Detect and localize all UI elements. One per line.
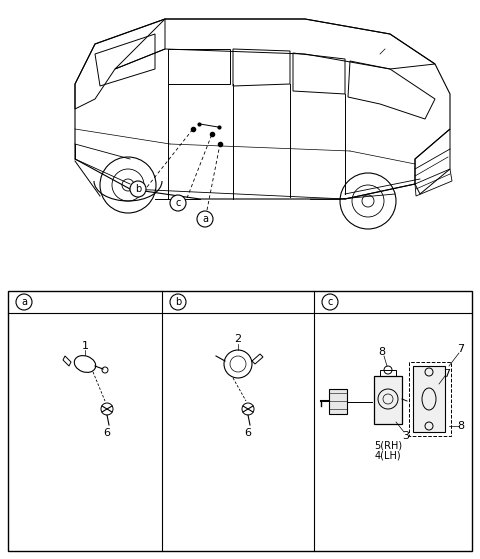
Text: a: a [21, 297, 27, 307]
Text: 1: 1 [82, 341, 88, 351]
Text: c: c [327, 297, 333, 307]
Polygon shape [374, 376, 402, 424]
Polygon shape [413, 366, 445, 432]
Text: 7: 7 [457, 344, 465, 354]
Circle shape [197, 211, 213, 227]
Polygon shape [329, 389, 347, 414]
Text: b: b [175, 297, 181, 307]
Text: 3: 3 [403, 431, 409, 441]
Text: 8: 8 [378, 347, 385, 357]
Text: a: a [202, 214, 208, 224]
Text: 7: 7 [444, 369, 451, 379]
Circle shape [170, 195, 186, 211]
Text: 5(RH): 5(RH) [374, 441, 402, 451]
Circle shape [170, 294, 186, 310]
Circle shape [16, 294, 32, 310]
Text: c: c [175, 198, 180, 208]
Text: 4(LH): 4(LH) [375, 451, 401, 461]
Text: 6: 6 [104, 428, 110, 438]
Circle shape [130, 181, 146, 197]
Text: 6: 6 [244, 428, 252, 438]
Circle shape [322, 294, 338, 310]
Text: b: b [135, 184, 141, 194]
Text: 8: 8 [457, 421, 465, 431]
Bar [8, 291, 472, 551]
Text: 2: 2 [234, 334, 241, 344]
